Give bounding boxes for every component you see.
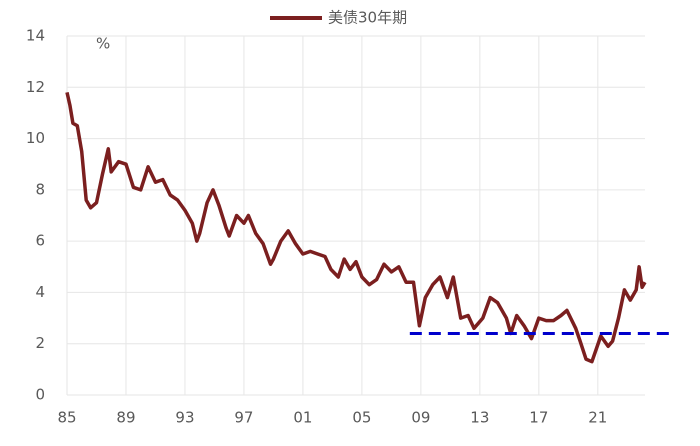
- y-tick-label: 0: [35, 386, 45, 404]
- x-tick-label: 97: [234, 409, 253, 427]
- y-tick-label: 4: [35, 283, 45, 301]
- y-unit-label: %: [96, 35, 110, 53]
- x-tick-label: 89: [116, 409, 135, 427]
- y-tick-label: 6: [35, 232, 45, 250]
- x-tick-label: 05: [352, 409, 371, 427]
- x-tick-label: 93: [175, 409, 194, 427]
- data-line: [65, 92, 647, 364]
- x-tick-label: 13: [470, 409, 489, 427]
- x-tick-label: 85: [57, 409, 76, 427]
- x-tick-label: 09: [411, 409, 430, 427]
- y-tick-label: 14: [26, 27, 45, 45]
- x-tick-label: 21: [588, 409, 607, 427]
- y-tick-label: 8: [35, 180, 45, 198]
- y-tick-label: 2: [35, 334, 45, 352]
- y-tick-label: 12: [26, 78, 45, 96]
- x-tick-label: 01: [293, 409, 312, 427]
- x-tick-label: 17: [529, 409, 548, 427]
- legend-label: 美债30年期: [328, 9, 407, 27]
- y-tick-label: 10: [26, 129, 45, 147]
